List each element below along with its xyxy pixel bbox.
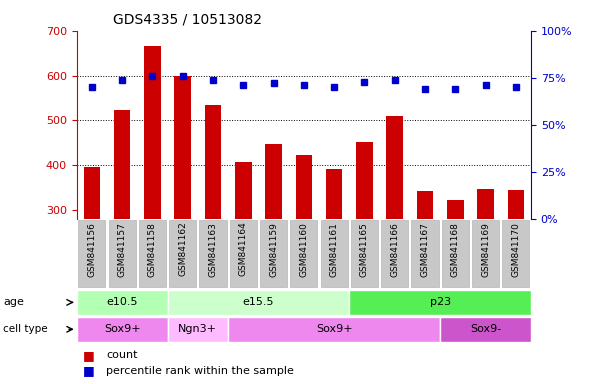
Text: Ngn3+: Ngn3+ [178,324,217,334]
FancyBboxPatch shape [502,220,529,286]
Bar [114,111,130,219]
FancyBboxPatch shape [139,220,166,286]
FancyBboxPatch shape [78,220,106,286]
Text: p23: p23 [430,297,451,308]
Text: GSM841156: GSM841156 [87,222,96,276]
FancyBboxPatch shape [320,220,348,286]
FancyBboxPatch shape [351,220,378,286]
FancyBboxPatch shape [381,220,408,286]
Text: GDS4335 / 10513082: GDS4335 / 10513082 [113,13,262,27]
FancyBboxPatch shape [230,220,257,286]
Text: e10.5: e10.5 [106,297,138,308]
FancyBboxPatch shape [199,220,227,286]
Text: GSM841158: GSM841158 [148,222,157,276]
Text: ■: ■ [83,349,94,362]
Text: Sox9-: Sox9- [470,324,501,334]
Text: GSM841165: GSM841165 [360,222,369,276]
Text: percentile rank within the sample: percentile rank within the sample [106,366,294,376]
Text: GSM841162: GSM841162 [178,222,187,276]
Bar [356,142,373,219]
Bar [84,167,100,219]
Text: Sox9+: Sox9+ [104,324,140,334]
Text: GSM841164: GSM841164 [239,222,248,276]
Bar [235,162,251,219]
Bar [77,290,168,315]
Text: GSM841161: GSM841161 [330,222,339,276]
FancyBboxPatch shape [260,220,287,286]
Bar [477,189,494,219]
Bar [175,76,191,219]
Text: count: count [106,350,137,360]
Text: GSM841157: GSM841157 [117,222,127,276]
Text: age: age [3,297,24,308]
Text: cell type: cell type [3,324,48,334]
Text: GSM841168: GSM841168 [451,222,460,276]
FancyBboxPatch shape [411,220,438,286]
FancyBboxPatch shape [169,220,196,286]
Bar [447,200,464,219]
FancyBboxPatch shape [442,220,469,286]
Bar [440,317,531,342]
Bar [77,317,168,342]
Bar [228,317,440,342]
Bar [144,46,160,219]
Text: GSM841166: GSM841166 [390,222,399,276]
Text: Sox9+: Sox9+ [316,324,352,334]
FancyBboxPatch shape [472,220,499,286]
Text: ■: ■ [83,364,94,377]
Text: e15.5: e15.5 [242,297,274,308]
Text: GSM841163: GSM841163 [208,222,218,276]
Text: GSM841169: GSM841169 [481,222,490,276]
Bar [417,190,433,219]
FancyBboxPatch shape [109,220,136,286]
FancyBboxPatch shape [290,220,317,286]
Bar [168,317,228,342]
Text: GSM841167: GSM841167 [421,222,430,276]
Bar [296,155,312,219]
Bar [326,169,342,219]
Text: GSM841170: GSM841170 [512,222,520,276]
Bar [349,290,531,315]
Bar [266,144,282,219]
Bar [386,116,403,219]
Bar [507,190,524,219]
Text: GSM841159: GSM841159 [269,222,278,276]
Bar [205,104,221,219]
Text: GSM841160: GSM841160 [299,222,309,276]
Bar [168,290,349,315]
